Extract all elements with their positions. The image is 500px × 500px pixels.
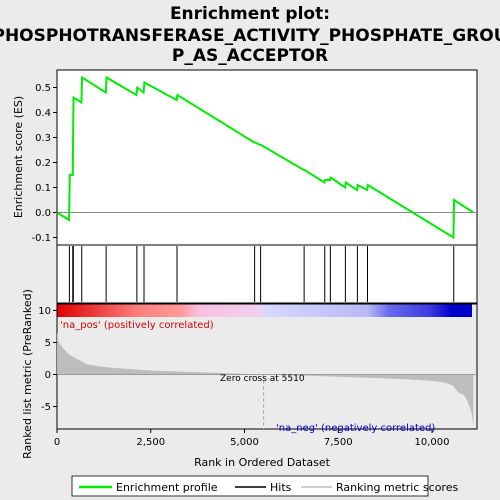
es-y-axis-label: Enrichment score (ES)	[12, 96, 25, 218]
legend-hits-label: Hits	[270, 481, 292, 494]
metric-y-tick-label: 5	[45, 338, 51, 349]
annotation-zero-cross: Zero cross at 5510	[220, 374, 305, 384]
annotation-na-neg: 'na_neg' (negatively correlated)	[276, 423, 435, 434]
x-axis-label: Rank in Ordered Dataset	[194, 456, 331, 469]
es-y-tick-label: 0.5	[35, 83, 51, 94]
es-y-tick-label: 0.4	[35, 108, 51, 119]
metric-y-tick-label: 0	[45, 370, 51, 381]
es-y-tick-label: 0.0	[35, 208, 51, 219]
es-y-tick-label: 0.2	[35, 158, 51, 169]
legend-metric-label: Ranking metric scores	[336, 481, 458, 494]
ranking-color-bar	[57, 304, 472, 317]
legend-enrichment-label: Enrichment profile	[116, 481, 218, 494]
x-tick-label: 10,000	[415, 437, 450, 448]
annotation-na-pos: 'na_pos' (positively correlated)	[60, 320, 214, 331]
chart-title-line-3: P_AS_ACCEPTOR	[172, 46, 328, 66]
x-tick-label: 2,500	[136, 437, 165, 448]
metric-y-tick-label: -5	[41, 402, 51, 413]
metric-y-tick-label: 10	[38, 306, 51, 317]
x-tick-label: 5,000	[230, 437, 259, 448]
es-y-tick-label: 0.3	[35, 133, 51, 144]
es-panel	[57, 70, 477, 245]
es-y-tick-label: -0.1	[31, 233, 51, 244]
x-tick-label: 7,500	[324, 437, 353, 448]
chart-title-line-1: Enrichment plot:	[170, 4, 330, 24]
x-tick-label: 0	[54, 437, 60, 448]
metric-y-axis-label: Ranked list metric (PreRanked)	[21, 289, 34, 459]
chart-title-line-2: PHOSPHOTRANSFERASE_ACTIVITY_PHOSPHATE_GR…	[0, 26, 500, 46]
hits-panel	[57, 245, 477, 303]
es-y-tick-label: 0.1	[35, 183, 51, 194]
